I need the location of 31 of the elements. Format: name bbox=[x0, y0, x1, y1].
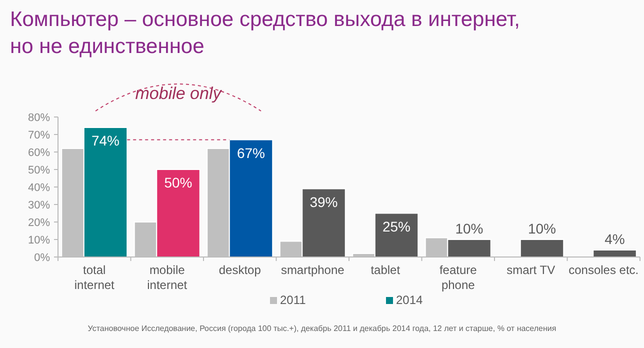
x-tick-label: total internet bbox=[74, 263, 116, 292]
x-tick-label: desktop bbox=[218, 263, 262, 277]
y-tick-label: 50% bbox=[28, 164, 50, 176]
x-tick-label: tablet bbox=[370, 263, 401, 277]
legend-label: 2014 bbox=[396, 293, 424, 307]
data-label: 10% bbox=[455, 220, 484, 236]
x-tick-label: smart TV bbox=[506, 263, 556, 277]
y-tick-label: 80% bbox=[28, 112, 50, 124]
x-tick-label: smartphone bbox=[280, 263, 345, 277]
y-tick-label: 30% bbox=[28, 200, 50, 212]
y-tick-label: 70% bbox=[28, 130, 50, 142]
chart-title: Компьютер – основное средство выхода в интернет, но не единственное bbox=[10, 8, 520, 58]
data-label: 10% bbox=[528, 220, 556, 236]
data-label: 25% bbox=[382, 218, 411, 234]
bar bbox=[520, 239, 564, 258]
y-tick-label: 0% bbox=[34, 252, 50, 264]
data-label: 50% bbox=[164, 174, 192, 190]
y-tick-label: 10% bbox=[28, 234, 50, 246]
text: Установочное Исследование, Россия (города 100 тыс.+), декабрь 2011 и декабрь 2014 года, 12 лет и старше, % от населения bbox=[88, 324, 556, 333]
x-tick-label: mobile internet bbox=[147, 263, 188, 292]
data-label: 39% bbox=[310, 194, 338, 210]
x-tick-label: feature phone bbox=[439, 263, 478, 292]
x-tick-label: consoles etc. bbox=[568, 263, 639, 277]
data-label: 4% bbox=[604, 231, 625, 247]
text: mobile only bbox=[135, 84, 223, 103]
legend-label: 2011 bbox=[280, 293, 306, 307]
data-label: 74% bbox=[91, 132, 120, 148]
y-tick-label: 20% bbox=[28, 217, 50, 229]
y-tick-label: 40% bbox=[28, 182, 50, 194]
y-tick-label: 60% bbox=[28, 147, 50, 159]
data-label: 67% bbox=[236, 144, 266, 161]
